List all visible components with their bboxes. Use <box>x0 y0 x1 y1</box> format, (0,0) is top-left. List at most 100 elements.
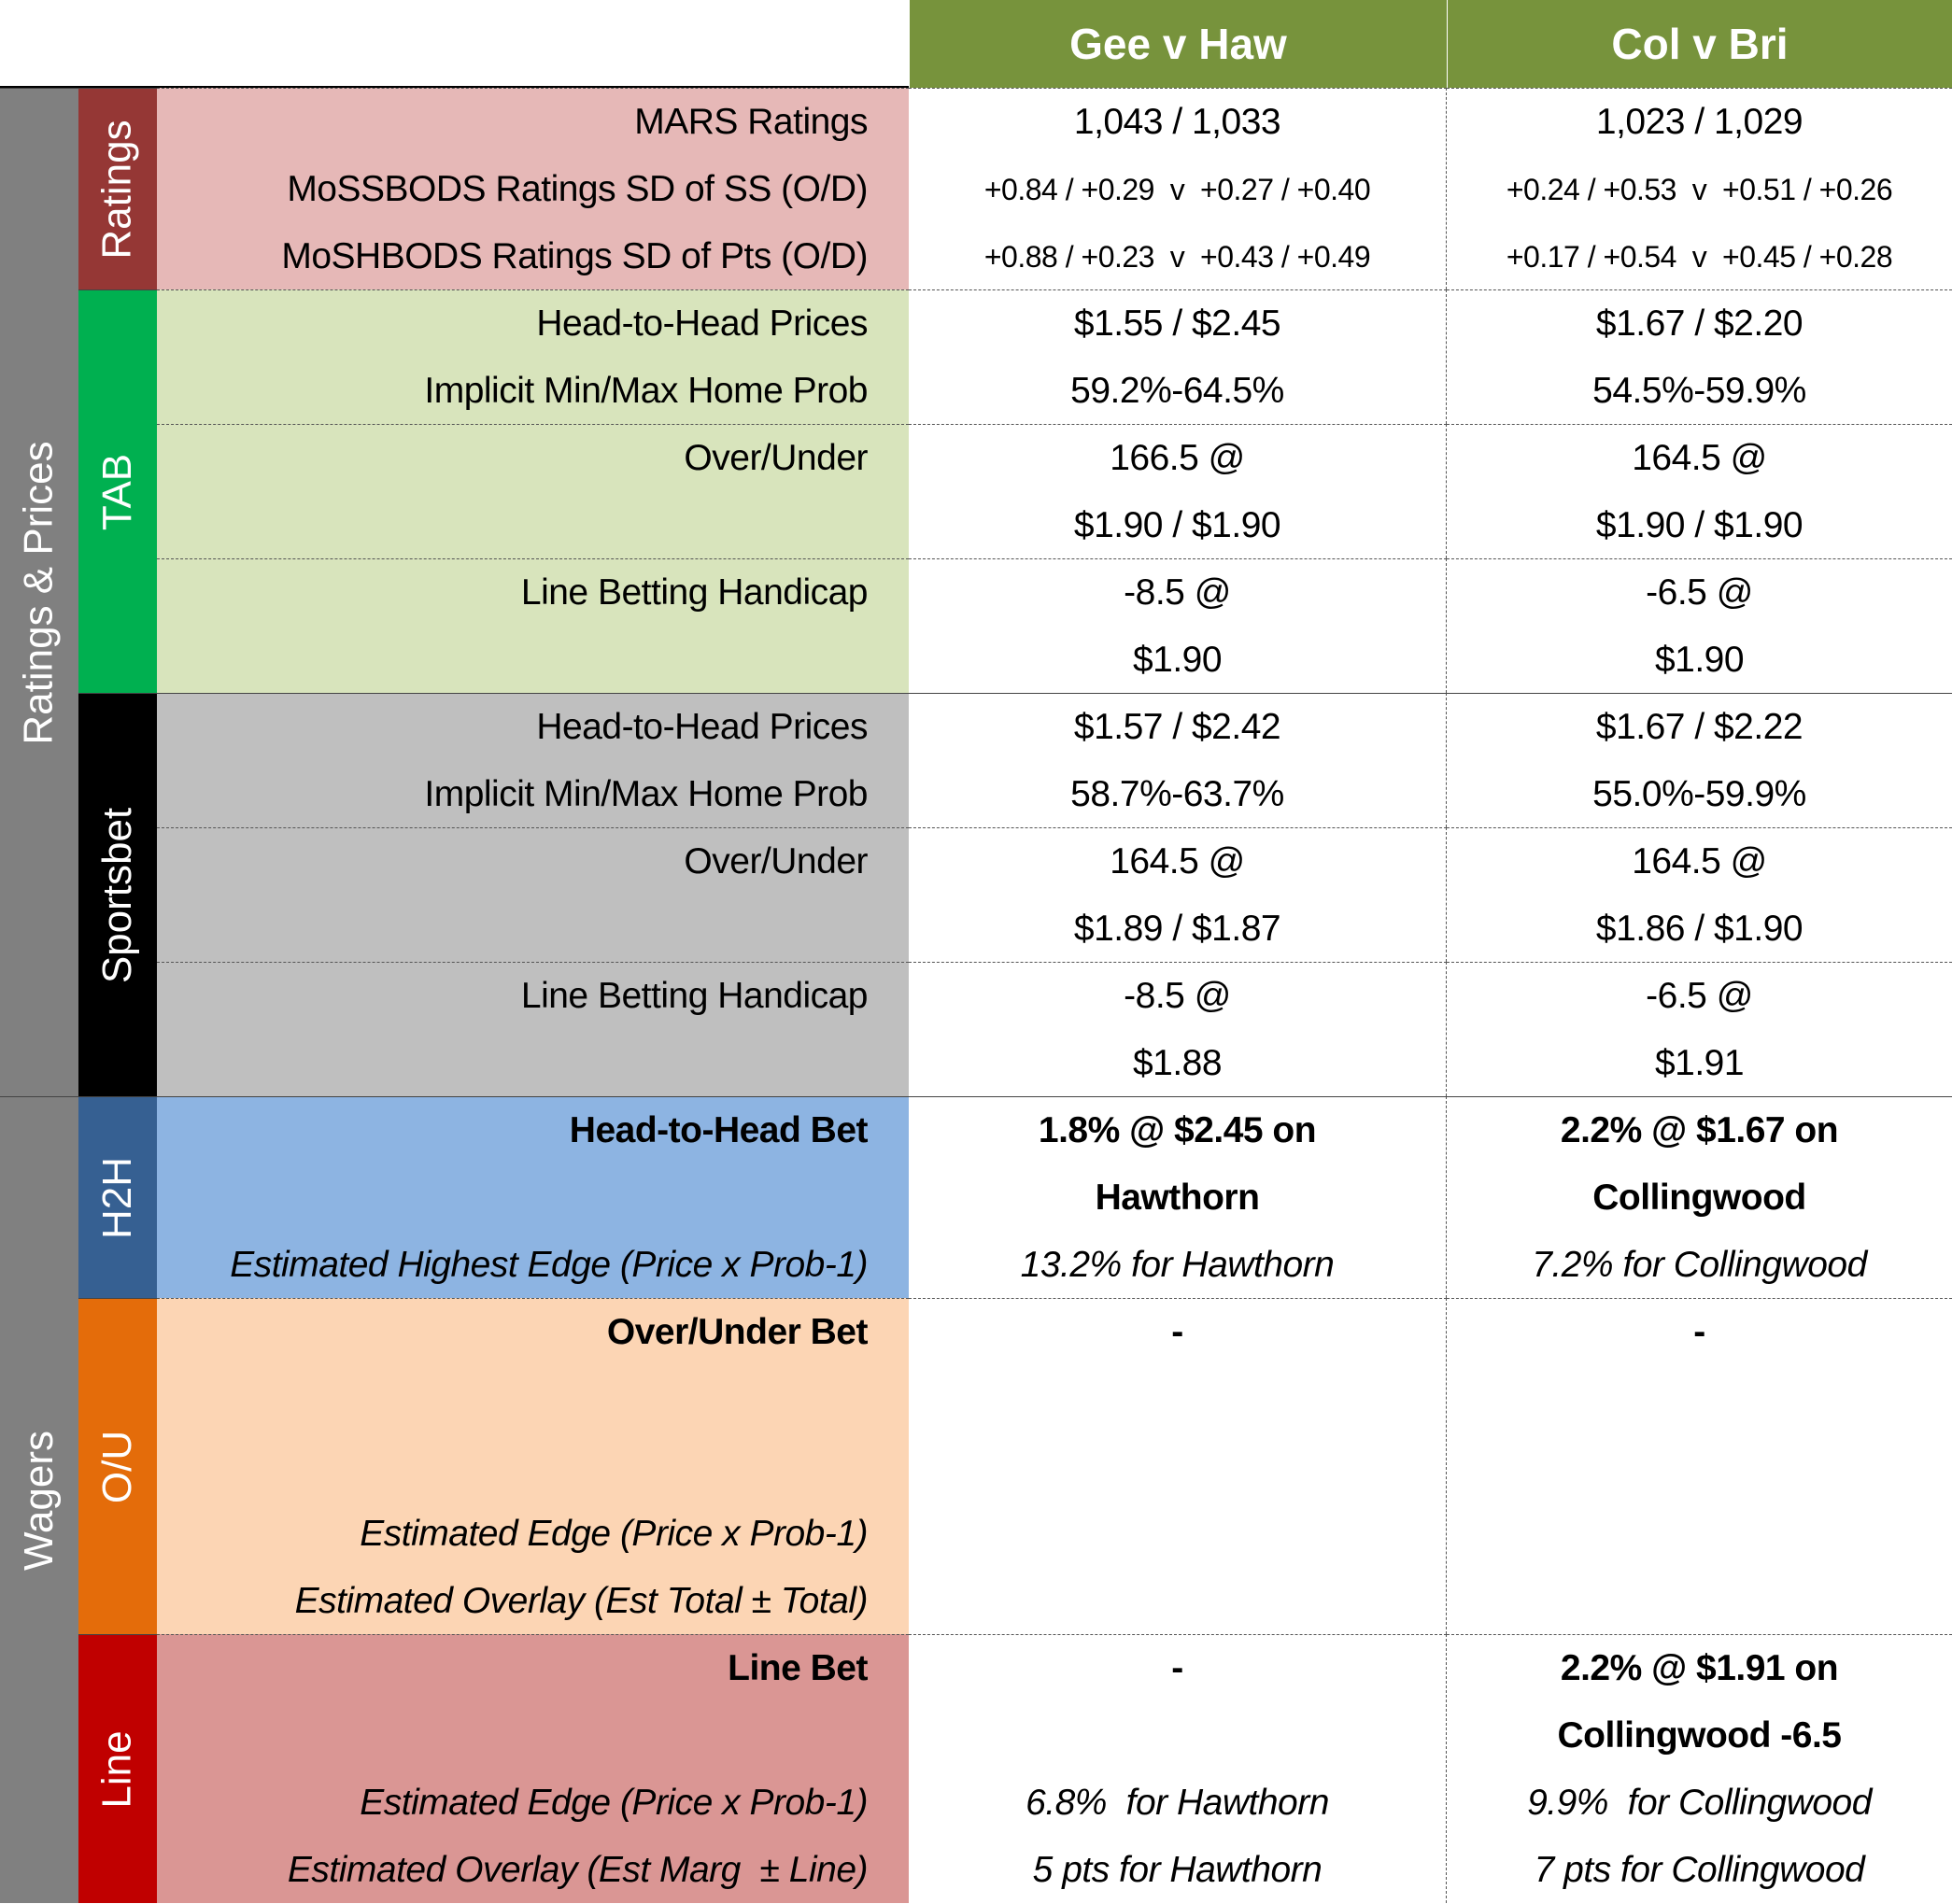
row-label: Estimated Edge (Price x Prob-1) <box>360 1783 868 1823</box>
value-wrap: +0.88 / +0.23 v +0.43 / +0.49 <box>909 223 1446 290</box>
value-wrap: $1.90 / $1.90 <box>1447 492 1952 559</box>
cell-value: 1,023 / 1,029 <box>1595 102 1803 142</box>
section-labels: Head-to-Head Bet Estimated Highest Edge (… <box>157 1096 909 1298</box>
row-label: Line Betting Handicap <box>520 572 869 613</box>
subgroup-label: TAB <box>78 289 157 693</box>
value-wrap: -6.5 @ <box>1447 559 1952 627</box>
cell-value: 59.2%-64.5% <box>1070 371 1284 411</box>
cell-value <box>1447 1501 1952 1568</box>
value-wrap: 5 pts for Hawthorn <box>909 1837 1446 1904</box>
value-wrap: Collingwood -6.5 <box>1447 1702 1952 1770</box>
subgroup-label-text: TAB <box>94 453 140 530</box>
value-wrap: $1.67 / $2.22 <box>1447 694 1952 761</box>
cell-value: 58.7%-63.7% <box>1070 774 1284 814</box>
value-wrap <box>909 1568 1446 1635</box>
cell-value <box>909 1702 1446 1770</box>
value-wrap: 1,043 / 1,033 <box>909 89 1446 156</box>
cell-value: 164.5 @ <box>1632 438 1767 478</box>
section-labels: Over/Under <box>157 827 909 962</box>
cell-value: Collingwood -6.5 <box>1557 1715 1842 1756</box>
section-values: 1,023 / 1,029 +0.24 / +0.53 v +0.51 / +0.… <box>1447 88 1952 289</box>
row-label <box>157 1702 909 1770</box>
cell-value: +0.24 / +0.53 v +0.51 / +0.26 <box>1506 172 1893 206</box>
row-label <box>157 1366 909 1433</box>
value-wrap: $1.90 <box>909 627 1446 694</box>
value-wrap: +0.24 / +0.53 v +0.51 / +0.26 <box>1447 156 1952 223</box>
cell-value: +0.84 / +0.29 v +0.27 / +0.40 <box>983 172 1371 206</box>
cell-value: 13.2% for Hawthorn <box>1020 1245 1335 1285</box>
value-wrap: 7.2% for Collingwood <box>1447 1232 1952 1299</box>
cell-value <box>909 1366 1446 1433</box>
cell-value: 6.8% for Hawthorn <box>1026 1783 1329 1823</box>
cell-value <box>909 1568 1446 1635</box>
row-label: Head-to-Head Prices <box>536 303 868 344</box>
cell-value: Hawthorn <box>1095 1178 1260 1218</box>
value-wrap: $1.90 / $1.90 <box>909 492 1446 559</box>
value-wrap: $1.91 <box>1447 1030 1952 1097</box>
value-wrap: Hawthorn <box>909 1164 1446 1232</box>
subgroup-label-text: Line <box>94 1729 140 1809</box>
cell-value: $1.67 / $2.22 <box>1595 707 1803 747</box>
row-label: MARS Ratings <box>634 102 868 142</box>
cell-value: $1.55 / $2.45 <box>1073 303 1281 344</box>
row-label: Line Betting Handicap <box>520 976 869 1016</box>
value-wrap: $1.89 / $1.87 <box>909 896 1446 963</box>
section-values: - <box>1447 1298 1952 1634</box>
cell-value: $1.89 / $1.87 <box>1073 909 1281 949</box>
value-wrap <box>909 1366 1446 1433</box>
cell-value: 164.5 @ <box>1110 841 1245 881</box>
cell-value: 164.5 @ <box>1632 841 1767 881</box>
cell-value: 2.2% @ $1.67 on <box>1560 1110 1839 1150</box>
subgroup-label: Ratings <box>78 88 157 289</box>
value-wrap: 164.5 @ <box>1447 425 1952 492</box>
cell-value: $1.86 / $1.90 <box>1595 909 1803 949</box>
value-wrap: +0.84 / +0.29 v +0.27 / +0.40 <box>909 156 1446 223</box>
value-wrap <box>909 1702 1446 1770</box>
value-wrap: - <box>909 1635 1446 1702</box>
subgroup-label-text: Ratings <box>94 119 140 260</box>
row-label <box>157 896 909 963</box>
value-wrap: - <box>909 1299 1446 1366</box>
section-values: $1.67 / $2.20 54.5%-59.9% <box>1447 289 1952 424</box>
subgroup-label: H2H <box>78 1096 157 1298</box>
row-label: MoSSBODS Ratings SD of SS (O/D) <box>287 169 868 209</box>
value-wrap: Collingwood <box>1447 1164 1952 1232</box>
section-labels: Line Betting Handicap <box>157 558 909 693</box>
cell-value <box>1447 1568 1952 1635</box>
value-wrap: 164.5 @ <box>909 828 1446 896</box>
value-wrap: 7 pts for Collingwood <box>1447 1837 1952 1904</box>
row-label: Implicit Min/Max Home Prob <box>424 371 868 411</box>
section-values: 164.5 @ $1.90 / $1.90 <box>1447 424 1952 558</box>
value-wrap: +0.17 / +0.54 v +0.45 / +0.28 <box>1447 223 1952 290</box>
group-label: Ratings & Prices <box>0 88 78 1096</box>
value-wrap: 59.2%-64.5% <box>909 358 1446 425</box>
value-wrap: 54.5%-59.9% <box>1447 358 1952 425</box>
value-wrap <box>1447 1501 1952 1568</box>
value-wrap: $1.88 <box>909 1030 1446 1097</box>
value-wrap <box>909 1501 1446 1568</box>
cell-value: -8.5 @ <box>1124 572 1231 613</box>
game-header-2: Col v Bri <box>1447 0 1952 88</box>
section-labels: Over/Under Bet Estimated Edge (Price x Pr… <box>157 1298 909 1634</box>
subgroup-label-text: O/U <box>93 1430 140 1503</box>
value-wrap: 13.2% for Hawthorn <box>909 1232 1446 1299</box>
row-label: Head-to-Head Prices <box>536 707 868 747</box>
cell-value <box>1447 1366 1952 1433</box>
value-wrap: 6.8% for Hawthorn <box>909 1770 1446 1837</box>
group-label-text: Ratings & Prices <box>16 440 63 745</box>
value-wrap: - <box>1447 1299 1952 1366</box>
cell-value <box>1447 1433 1952 1501</box>
value-wrap: 166.5 @ <box>909 425 1446 492</box>
cell-value <box>909 1501 1446 1568</box>
group-label-text: Wagers <box>16 1430 62 1571</box>
cell-value: 9.9% for Collingwood <box>1527 1783 1872 1823</box>
row-label: Over/Under <box>684 438 868 478</box>
cell-value: 55.0%-59.9% <box>1592 774 1806 814</box>
row-label: Estimated Overlay (Est Total ± Total) <box>294 1581 869 1621</box>
section-values: 2.2% @ $1.91 on Collingwood -6.5 9.9% for … <box>1447 1634 1952 1903</box>
section-labels: Line Betting Handicap <box>157 962 909 1096</box>
section-values: $1.57 / $2.42 58.7%-63.7% <box>909 693 1447 827</box>
section-labels: Head-to-Head Prices Implicit Min/Max Home… <box>157 693 909 827</box>
row-label: Estimated Highest Edge (Price x Prob-1) <box>230 1245 868 1285</box>
section-values: -6.5 @ $1.90 <box>1447 558 1952 693</box>
